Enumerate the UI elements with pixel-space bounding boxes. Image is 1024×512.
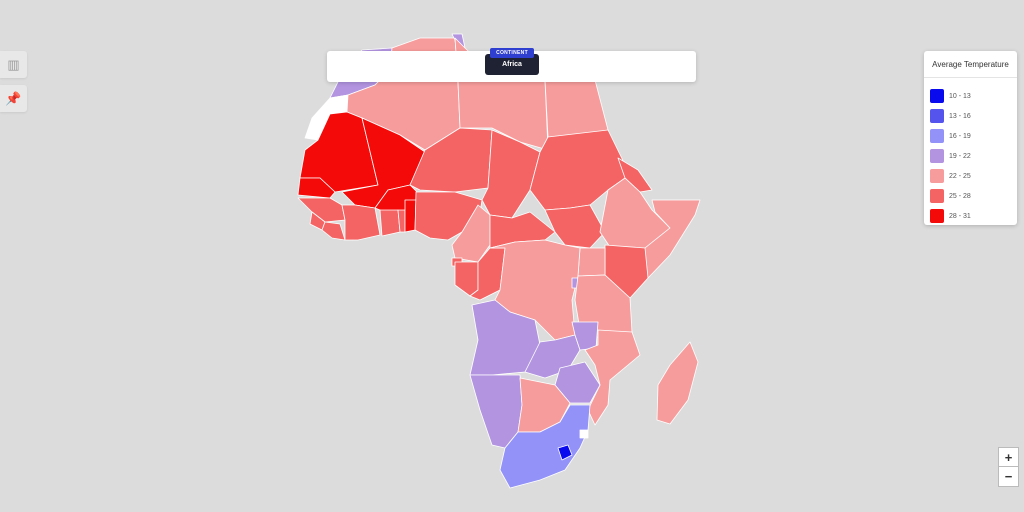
country-gabon[interactable] <box>454 261 479 297</box>
zoom-out-button[interactable]: − <box>998 466 1019 487</box>
country-south-sudan[interactable] <box>544 204 606 249</box>
country-cote-divoire[interactable] <box>341 204 381 241</box>
legend-swatch <box>930 189 944 203</box>
continent-tag: CONTINENT <box>490 48 534 58</box>
country-eritrea[interactable] <box>617 157 653 193</box>
legend-item[interactable]: 10 - 13 <box>930 86 971 106</box>
zoom-in-button[interactable]: + <box>998 447 1019 468</box>
legend-label: 10 - 13 <box>949 92 971 100</box>
chart-toggle-button[interactable]: ▥ <box>0 51 27 78</box>
country-uganda[interactable] <box>577 247 606 277</box>
bar-chart-icon: ▥ <box>7 56 20 72</box>
legend-label: 28 - 31 <box>949 212 971 220</box>
legend-label: 25 - 28 <box>949 192 971 200</box>
legend-swatch <box>930 129 944 143</box>
country-ghana[interactable] <box>379 209 401 237</box>
continent-badge[interactable]: CONTINENT Africa <box>485 48 539 75</box>
country-lesotho[interactable] <box>557 444 573 461</box>
legend-label: 16 - 19 <box>949 132 971 140</box>
country-egypt[interactable] <box>544 79 609 138</box>
continent-name: Africa <box>485 54 539 75</box>
legend-item[interactable]: 16 - 19 <box>930 126 971 146</box>
country-madagascar[interactable] <box>656 341 699 425</box>
country-mauritania[interactable] <box>299 111 379 193</box>
legend-swatch <box>930 169 944 183</box>
country-niger[interactable] <box>409 127 493 193</box>
legend-item[interactable]: 25 - 28 <box>930 186 971 206</box>
legend-swatch <box>930 209 944 223</box>
legend-label: 19 - 22 <box>949 152 971 160</box>
legend-swatch <box>930 109 944 123</box>
country-guinea[interactable] <box>297 197 346 223</box>
legend-swatch <box>930 89 944 103</box>
legend-label: 13 - 16 <box>949 112 971 120</box>
legend-panel: Average Temperature 10 - 13 13 - 16 16 - 1… <box>924 51 1017 225</box>
legend-divider <box>924 77 1017 78</box>
legend-item[interactable]: 13 - 16 <box>930 106 971 126</box>
legend-items: 10 - 13 13 - 16 16 - 19 19 - 22 22 - 25 25 - … <box>930 86 971 226</box>
country-eswatini[interactable] <box>579 429 589 439</box>
legend-label: 22 - 25 <box>949 172 971 180</box>
legend-item[interactable]: 28 - 31 <box>930 206 971 226</box>
pin-button[interactable]: 📌 <box>0 85 27 112</box>
pin-icon: 📌 <box>5 90 22 106</box>
legend-swatch <box>930 149 944 163</box>
country-mozambique[interactable] <box>584 329 641 426</box>
country-senegal[interactable] <box>297 177 336 199</box>
country-benin[interactable] <box>404 199 417 233</box>
legend-title: Average Temperature <box>932 60 1009 69</box>
country-liberia[interactable] <box>321 221 346 241</box>
legend-item[interactable]: 19 - 22 <box>930 146 971 166</box>
legend-item[interactable]: 22 - 25 <box>930 166 971 186</box>
